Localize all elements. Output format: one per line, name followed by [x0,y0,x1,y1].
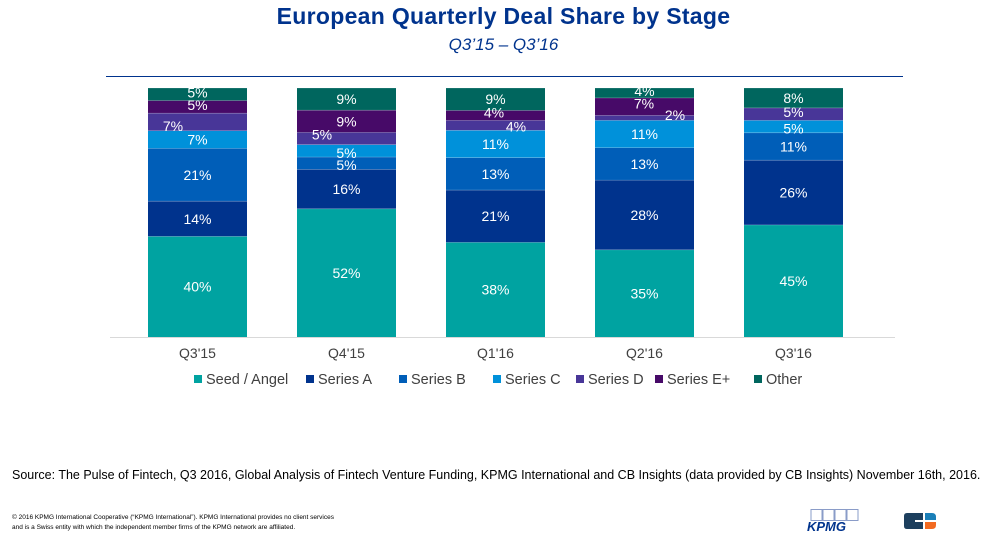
bar-segment-other [148,88,247,101]
legend-swatch [493,375,501,383]
x-tick-label: Q2'16 [626,345,663,361]
bar-segment-series-b [297,157,396,170]
data-label: 28% [630,207,658,223]
data-label: 2% [665,107,685,123]
bar-segment-series-c [446,130,545,158]
legend-swatch [576,375,584,383]
data-label: 52% [332,265,360,281]
data-label: 5% [312,127,332,143]
data-label: 7% [187,132,207,148]
legend-swatch [655,375,663,383]
data-label: 11% [482,136,509,152]
data-label: 45% [779,273,807,289]
copyright-note: © 2016 KPMG International Cooperative (“… [12,513,334,533]
bar-segment-series-e- [446,110,545,121]
data-label: 4% [506,118,526,134]
bar-segment-series-a [297,169,396,209]
legend-label: Other [766,372,802,388]
legend-label: Series C [505,372,561,388]
bar-segment-series-d [446,120,545,131]
x-tick-label: Q4'15 [328,345,365,361]
data-label: 40% [183,279,211,295]
legend-swatch [399,375,407,383]
bar-segment-series-a [744,160,843,225]
legend-label: Series D [588,372,644,388]
bar-segment-seed-angel [297,208,396,337]
data-label: 5% [336,145,356,161]
bar-segment-other [595,88,694,98]
bar-segment-seed-angel [446,242,545,337]
bar-segment-series-e- [148,100,247,114]
source-note: Source: The Pulse of Fintech, Q3 2016, G… [12,468,981,482]
data-label: 5% [783,104,803,120]
bar-segment-series-d [297,132,396,145]
data-label: 21% [183,167,211,183]
bar-segment-series-c [595,120,694,148]
data-label: 26% [779,185,807,201]
data-label: 11% [780,139,807,155]
bar-segment-series-b [744,132,843,161]
x-tick-label: Q1'16 [477,345,514,361]
data-label: 7% [634,96,654,112]
title-divider [106,76,903,77]
bar-segment-seed-angel [595,249,694,337]
legend-label: Series B [411,372,466,388]
data-label: 9% [336,113,356,129]
bar-segment-series-c [148,130,247,149]
bar-segment-series-c [744,120,843,133]
data-label: 9% [336,91,356,107]
legend-label: Series A [318,372,372,388]
data-label: 16% [332,181,360,197]
legend-swatch [754,375,762,383]
data-label: 5% [336,157,356,173]
x-tick-label: Q3'15 [179,345,216,361]
bar-segment-series-b [595,147,694,181]
bar-segment-series-d [148,113,247,131]
data-label: 11% [631,126,658,142]
bar-segment-series-c [297,144,396,158]
bar-segment-seed-angel [744,224,843,337]
bar-segment-series-e- [595,97,694,116]
copyright-line-1: © 2016 KPMG International Cooperative (“… [12,514,334,521]
data-label: 13% [630,156,658,172]
chart-subtitle: Q3’15 – Q3’16 [448,35,559,54]
bar-segment-other [446,88,545,111]
bar-segment-series-b [446,157,545,191]
legend-label: Series E+ [667,372,730,388]
data-label: 4% [634,83,654,99]
data-label: 13% [481,166,509,182]
data-label: 9% [485,91,505,107]
chart-title: European Quarterly Deal Share by Stage [276,3,731,29]
data-label: 4% [484,104,504,120]
kpmg-logo: KPMG [807,509,859,533]
bar-segment-series-e- [297,110,396,133]
data-label: 7% [163,118,183,134]
data-label: 5% [187,84,207,100]
bar-segment-seed-angel [148,236,247,337]
data-label: 5% [187,97,207,113]
data-label: 38% [481,282,509,298]
data-label: 5% [783,121,803,137]
bar-segment-series-b [148,148,247,202]
data-label: 35% [630,285,658,301]
legend-label: Seed / Angel [206,372,288,388]
legend-swatch [306,375,314,383]
bar-segment-series-d [595,115,694,121]
bar-segment-series-d [744,107,843,121]
stacked-bar-chart: 40%14%21%7%7%5%5%Q3'1552%16%5%5%5%9%9%Q4… [110,83,895,388]
legend-swatch [194,375,202,383]
x-tick-label: Q3'16 [775,345,812,361]
cb-insights-logo [904,513,936,529]
bar-segment-series-a [595,180,694,250]
data-label: 8% [783,90,803,106]
data-label: 14% [183,211,211,227]
bar-segment-other [297,88,396,111]
bar-segment-other [744,88,843,108]
bar-segment-series-a [148,201,247,237]
bar-segment-series-a [446,190,545,243]
data-label: 21% [481,208,509,224]
copyright-line-2: and is a Swiss entity with which the ind… [12,524,296,531]
kpmg-logo-text: KPMG [807,519,846,533]
